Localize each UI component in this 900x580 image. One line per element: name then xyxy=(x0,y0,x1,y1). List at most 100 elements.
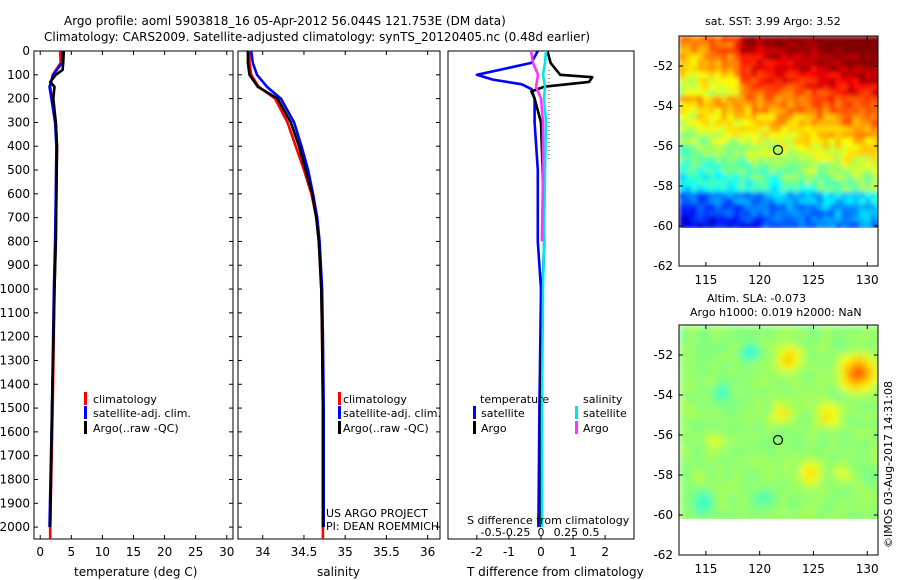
sla-cell xyxy=(865,475,872,482)
sst-cell xyxy=(805,114,812,121)
sla-cell xyxy=(727,355,734,362)
sla-cell xyxy=(787,475,794,482)
sst-cell xyxy=(733,84,740,91)
sst-cell xyxy=(685,42,692,49)
sla-cell xyxy=(733,445,740,452)
depth-tick-label: 1000 xyxy=(0,282,30,296)
sla-cell xyxy=(787,367,794,374)
sla-cell xyxy=(757,415,764,422)
sst-cell xyxy=(871,156,878,163)
sst-cell xyxy=(721,78,728,85)
sla-cell xyxy=(769,385,776,392)
sla-cell xyxy=(859,331,866,338)
sst-cell xyxy=(775,156,782,163)
sla-cell xyxy=(781,415,788,422)
sla-cell xyxy=(715,427,722,434)
sla-cell xyxy=(835,427,842,434)
sst-cell xyxy=(739,192,746,199)
sla-cell xyxy=(727,439,734,446)
sst-cell xyxy=(781,132,788,139)
sst-cell xyxy=(685,78,692,85)
sla-cell xyxy=(865,379,872,386)
sla-cell xyxy=(745,367,752,374)
sla-cell xyxy=(811,421,818,428)
sla-cell xyxy=(817,463,824,470)
sst-cell xyxy=(715,204,722,211)
sla-cell xyxy=(679,343,686,350)
sla-cell xyxy=(865,337,872,344)
sla-cell xyxy=(739,463,746,470)
sla-cell xyxy=(811,493,818,500)
sst-cell xyxy=(811,48,818,55)
sla-cell xyxy=(859,385,866,392)
sla-cell xyxy=(775,415,782,422)
sst-cell xyxy=(745,186,752,193)
sst-cell xyxy=(697,168,704,175)
sla-cell xyxy=(745,385,752,392)
sst-cell xyxy=(769,126,776,133)
sst-cell xyxy=(787,114,794,121)
sst-cell xyxy=(715,36,722,43)
sst-cell xyxy=(715,168,722,175)
sst-cell xyxy=(847,78,854,85)
sst-cell xyxy=(847,126,854,133)
sla-cell xyxy=(859,355,866,362)
sst-cell xyxy=(871,108,878,115)
sla-cell xyxy=(685,397,692,404)
sla-cell xyxy=(841,373,848,380)
sla-cell xyxy=(781,493,788,500)
sst-cell xyxy=(697,114,704,121)
sla-cell xyxy=(829,505,836,512)
sla-cell xyxy=(763,403,770,410)
sla-cell xyxy=(703,385,710,392)
sla-cell xyxy=(685,379,692,386)
sla-cell xyxy=(847,367,854,374)
sla-cell xyxy=(763,433,770,440)
sla-cell xyxy=(799,415,806,422)
sla-cell xyxy=(733,511,740,518)
sst-cell xyxy=(727,114,734,121)
sst-cell xyxy=(709,48,716,55)
sst-cell xyxy=(721,72,728,79)
sst-cell xyxy=(817,144,824,151)
sst-cell xyxy=(829,120,836,127)
sla-cell xyxy=(757,337,764,344)
sla-cell xyxy=(751,367,758,374)
sst-cell xyxy=(865,66,872,73)
sla-cell xyxy=(829,439,836,446)
sst-cell xyxy=(787,72,794,79)
sla-cell xyxy=(799,469,806,476)
sst-cell xyxy=(757,114,764,121)
sst-cell xyxy=(685,144,692,151)
sla-cell xyxy=(679,517,686,519)
sst-cell xyxy=(865,192,872,199)
sst-cell xyxy=(691,126,698,133)
sst-cell xyxy=(835,126,842,133)
sst-cell xyxy=(733,78,740,85)
sst-cell xyxy=(763,84,770,91)
sla-cell xyxy=(817,499,824,506)
sla-cell xyxy=(763,361,770,368)
sla-cell xyxy=(769,337,776,344)
sla-cell xyxy=(811,475,818,482)
sst-cell xyxy=(805,54,812,61)
sst-cell xyxy=(745,222,752,228)
sst-cell xyxy=(745,120,752,127)
sst-cell xyxy=(835,42,842,49)
sla-cell xyxy=(811,367,818,374)
sla-cell xyxy=(715,469,722,476)
sla-cell xyxy=(823,397,830,404)
sla-cell xyxy=(799,373,806,380)
x-tick-label: 35.5 xyxy=(373,545,400,559)
sla-cell xyxy=(763,379,770,386)
sla-cell xyxy=(871,427,878,434)
sst-cell xyxy=(775,36,782,43)
sla-cell xyxy=(871,403,878,410)
sla-cell xyxy=(697,355,704,362)
sla-cell xyxy=(859,499,866,506)
sla-cell xyxy=(751,403,758,410)
sst-cell xyxy=(739,126,746,133)
sst-cell xyxy=(751,36,758,43)
sst-cell xyxy=(775,216,782,223)
sla-cell xyxy=(757,445,764,452)
